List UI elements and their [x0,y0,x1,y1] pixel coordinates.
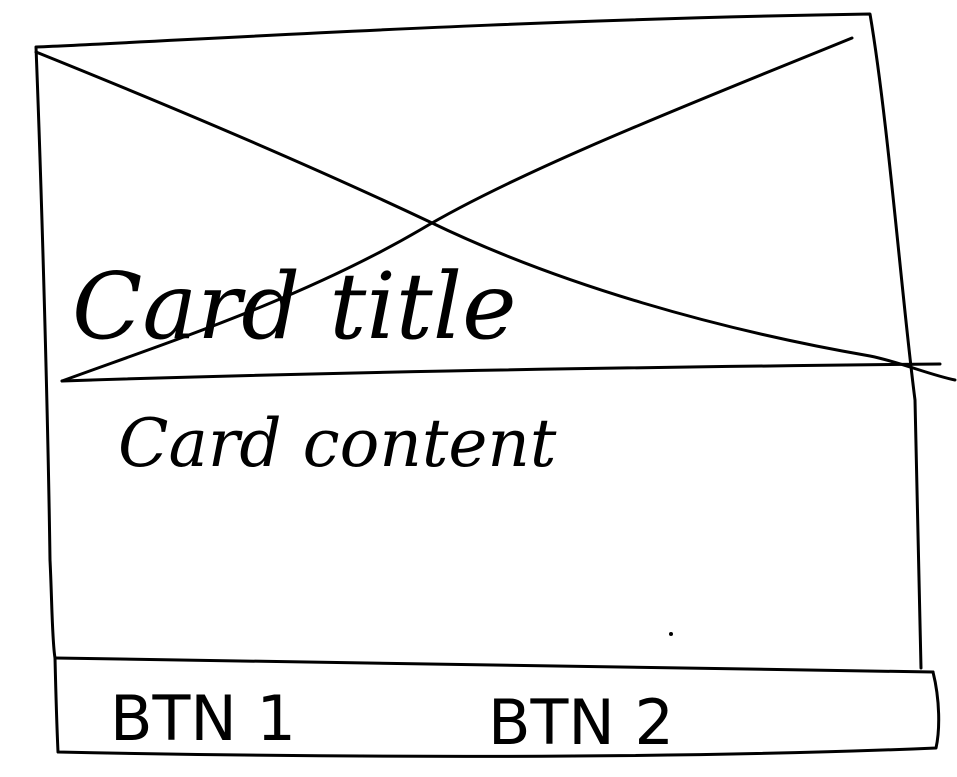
card-title: Card title [72,253,517,360]
card-footer [53,656,941,758]
placeholder-diagonal-down [34,50,957,382]
btn-2-label: BTN 2 [488,686,674,759]
stray-dot [669,632,673,636]
btn-1-label: BTN 1 [110,682,296,755]
placeholder-diagonal-up [60,36,854,383]
image-divider [60,362,942,383]
footer-bottom-border [53,656,941,758]
btn-2-button[interactable]: BTN 2 [478,672,708,759]
footer-top-border [53,656,935,674]
card-content: Card content [118,405,557,482]
card-frame [34,12,923,670]
image-placeholder-icon [34,36,957,383]
btn-1-button[interactable]: BTN 1 [100,672,330,755]
